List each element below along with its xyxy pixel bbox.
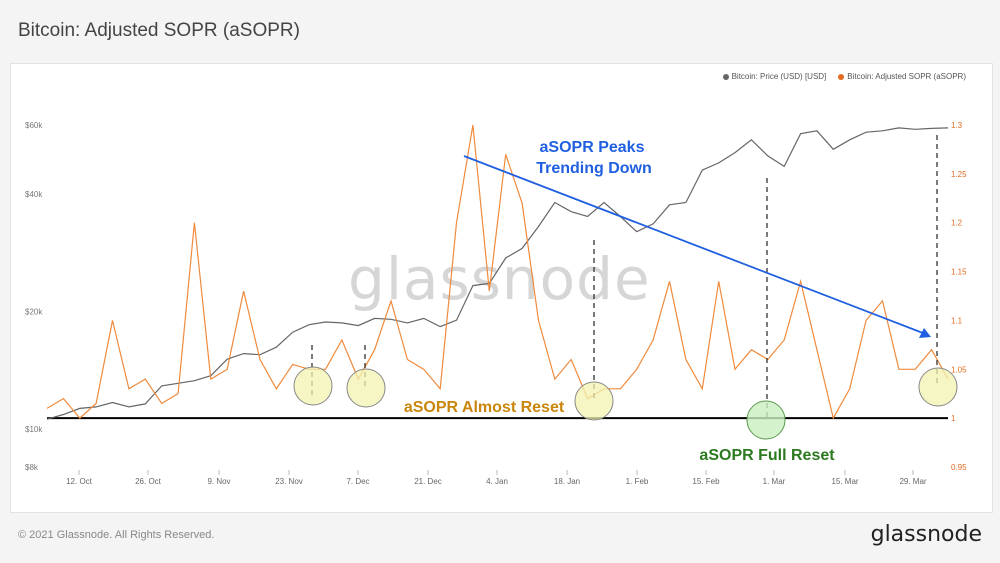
x-tick-label: 7. Dec — [346, 477, 369, 486]
trend-arrow-line — [463, 155, 929, 336]
trend-label-line2: Trending Down — [536, 160, 652, 177]
x-tick-label: 18. Jan — [554, 477, 580, 486]
full-reset-circle — [746, 400, 786, 440]
asopr-line — [46, 124, 949, 420]
legend-item-price[interactable]: Bitcoin: Price (USD) [USD] — [722, 72, 827, 81]
y-right-tick-label: 1 — [951, 414, 956, 423]
y-left-tick-label: $60k — [25, 121, 43, 130]
legend: Bitcoin: Price (USD) [USD] Bitcoin: Adju… — [722, 72, 966, 81]
legend-label-asopr: Bitcoin: Adjusted SOPR (aSOPR) — [847, 72, 966, 81]
trend-arrow-head — [919, 328, 931, 338]
x-tick-label: 4. Jan — [486, 477, 508, 486]
watermark: glassnode — [348, 245, 651, 313]
chart-card — [10, 63, 993, 513]
price-line — [46, 127, 949, 420]
y-left-tick-label: $40k — [25, 190, 43, 199]
trend-label-line1: aSOPR Peaks — [540, 139, 645, 156]
almost-reset-circle — [346, 368, 386, 408]
y-right-tick-label: 1.2 — [951, 219, 963, 228]
x-tick-label: 15. Mar — [831, 477, 858, 486]
glassnode-logo: glassnode — [870, 522, 982, 547]
y-right-tick-label: 0.95 — [951, 463, 967, 472]
almost-reset-circle — [293, 366, 333, 406]
x-tick-label: 15. Feb — [692, 477, 720, 486]
y-right-tick-label: 1.3 — [951, 121, 963, 130]
legend-dot-asopr — [838, 73, 845, 80]
x-tick-label: 9. Nov — [207, 477, 230, 486]
copyright: © 2021 Glassnode. All Rights Reserved. — [18, 529, 215, 541]
legend-item-asopr[interactable]: Bitcoin: Adjusted SOPR (aSOPR) — [838, 72, 966, 81]
y-left-tick-label: $8k — [25, 463, 39, 472]
x-tick-label: 29. Mar — [899, 477, 926, 486]
almost-reset-label: aSOPR Almost Reset — [404, 399, 565, 416]
x-tick-label: 12. Oct — [66, 477, 93, 486]
y-left-tick-label: $20k — [25, 307, 43, 316]
page-title: Bitcoin: Adjusted SOPR (aSOPR) — [18, 20, 300, 41]
y-right-tick-label: 1.1 — [951, 316, 963, 325]
x-tick-label: 26. Oct — [135, 477, 162, 486]
almost-reset-circle — [574, 381, 614, 421]
x-tick-label: 23. Nov — [275, 477, 303, 486]
full-reset-label: aSOPR Full Reset — [699, 447, 835, 464]
x-tick-label: 1. Feb — [626, 477, 649, 486]
y-right-tick-label: 1.05 — [951, 365, 967, 374]
x-tick-label: 1. Mar — [763, 477, 786, 486]
legend-label-price: Bitcoin: Price (USD) [USD] — [731, 72, 827, 81]
x-tick-label: 21. Dec — [414, 477, 442, 486]
legend-dot-price — [722, 73, 729, 80]
y-right-tick-label: 1.25 — [951, 170, 967, 179]
y-right-tick-label: 1.15 — [951, 268, 967, 277]
y-left-tick-label: $10k — [25, 425, 43, 434]
almost-reset-circle — [918, 367, 958, 407]
